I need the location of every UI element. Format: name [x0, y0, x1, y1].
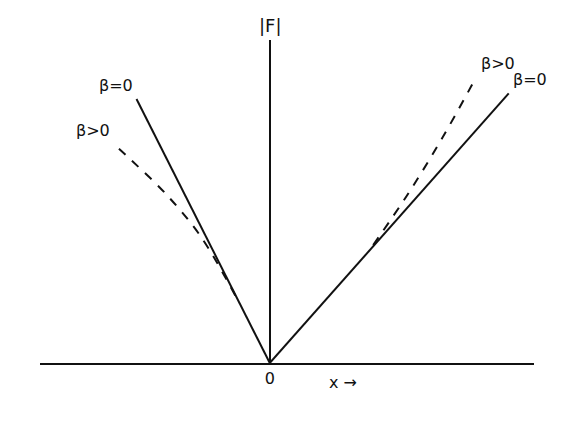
svg-text:x →: x → [329, 373, 357, 392]
svg-text:β=0: β=0 [99, 76, 133, 95]
svg-text:|F|: |F| [259, 15, 281, 36]
svg-text:β>0: β>0 [76, 121, 110, 140]
svg-text:0: 0 [265, 369, 275, 388]
svg-text:β>0: β>0 [481, 54, 515, 73]
svg-text:β=0: β=0 [513, 70, 547, 89]
